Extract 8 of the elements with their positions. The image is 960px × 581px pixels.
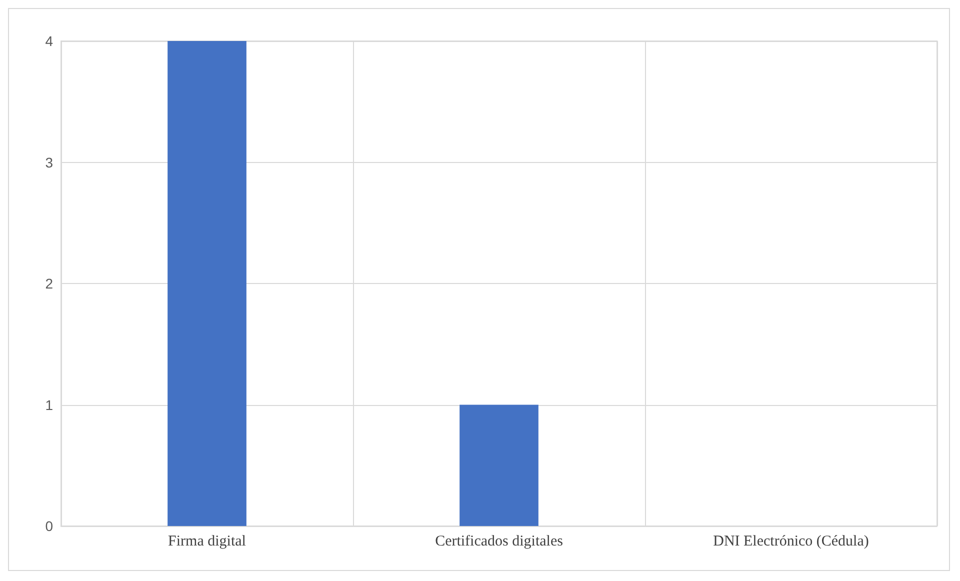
- y-tick-label: 1: [45, 396, 54, 413]
- y-tick-label: 0: [45, 518, 54, 534]
- y-tick-label: 2: [45, 276, 54, 292]
- x-tick-label: DNI Electrónico (Cédula): [713, 534, 869, 550]
- y-tick-label: 3: [45, 154, 54, 170]
- x-tick-label: Certificados digitales: [435, 534, 564, 550]
- y-tick-label: 4: [45, 33, 54, 49]
- x-tick-label: Firma digital: [168, 534, 246, 550]
